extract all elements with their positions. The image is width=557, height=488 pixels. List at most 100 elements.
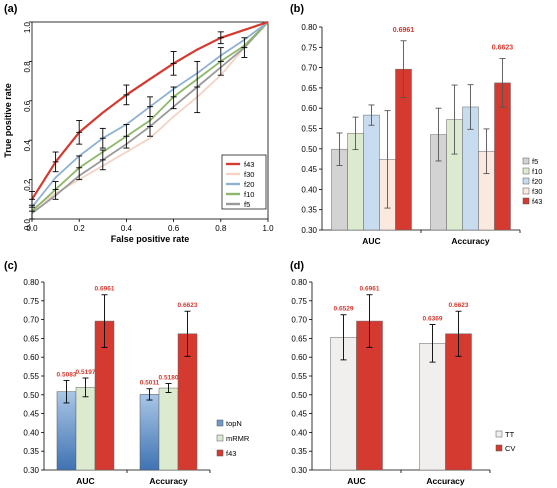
legend-label-f30: f30 <box>244 170 254 179</box>
y-tick-label: 0.4 <box>23 140 32 152</box>
x-tick-label: 0.4 <box>121 224 133 233</box>
legend-label-f20: f20 <box>532 177 542 186</box>
legend-swatch-TT <box>495 430 503 438</box>
y-tick-label: 1.0 <box>23 21 32 33</box>
value-label: 0.6961 <box>95 286 115 293</box>
panel-label: (c) <box>4 260 18 272</box>
legend-label-f43: f43 <box>244 160 254 169</box>
bar-topN <box>139 394 160 471</box>
y-tick-label: 0.30 <box>23 466 39 475</box>
value-label: 0.6623 <box>492 45 514 52</box>
y-tick-label: 0.45 <box>291 410 307 419</box>
y-tick-label: 0.0 <box>23 218 32 230</box>
category-label: Accuracy <box>149 476 188 486</box>
value-label: 0.5180 <box>159 375 179 382</box>
panel-label: (d) <box>290 260 304 272</box>
legend-label-topN: topN <box>226 419 242 428</box>
category-label: Accuracy <box>451 236 490 246</box>
x-tick-label: 0.6 <box>168 224 180 233</box>
y-tick-label: 0.65 <box>23 334 39 343</box>
x-axis-label: False positive rate <box>111 234 190 244</box>
legend-label-f5: f5 <box>532 157 538 166</box>
legend-label-mRMR: mRMR <box>226 434 250 443</box>
y-tick-label: 0.80 <box>23 278 39 287</box>
legend-swatch-f5 <box>522 157 530 165</box>
y-tick-label: 0.40 <box>301 185 317 194</box>
bar-TT <box>419 343 446 471</box>
y-tick-label: 0.70 <box>23 316 39 325</box>
legend-label-f43: f43 <box>226 449 236 458</box>
panel-label: (a) <box>4 3 18 15</box>
value-label: 0.6961 <box>393 27 415 34</box>
value-label: 0.6623 <box>178 302 198 309</box>
legend-label-CV: CV <box>505 444 515 453</box>
legend-label-f10: f10 <box>244 190 254 199</box>
value-label: 0.6961 <box>360 286 380 293</box>
y-tick-label: 0.60 <box>291 353 307 362</box>
y-tick-label: 0.60 <box>301 104 317 113</box>
panel-label: (b) <box>290 3 304 15</box>
y-tick-label: 0.2 <box>23 179 32 191</box>
legend-label-f5: f5 <box>244 200 250 209</box>
y-tick-label: 0.45 <box>23 410 39 419</box>
panel-b: (b) 0.30 0.35 0.40 0.45 0.50 0.55 0.60 0.65 0.70 0… <box>290 3 542 246</box>
roc-line-f43 <box>31 20 269 200</box>
bar-mRMR <box>158 387 179 471</box>
y-tick-label: 0.75 <box>291 297 307 306</box>
category-label: AUC <box>347 476 365 486</box>
value-label: 0.6623 <box>449 302 469 309</box>
y-tick-label: 0.80 <box>301 23 317 32</box>
y-tick-label: 0.75 <box>301 43 317 52</box>
y-tick-label: 0.65 <box>291 334 307 343</box>
y-tick-label: 0.55 <box>291 372 307 381</box>
legend-swatch-f43 <box>216 449 224 457</box>
legend-swatch-topN <box>216 419 224 427</box>
y-tick-label: 0.80 <box>291 278 307 287</box>
y-tick-label: 0.60 <box>23 353 39 362</box>
y-tick-label: 0.8 <box>23 61 32 73</box>
legend-swatch-CV <box>495 444 503 452</box>
x-tick-label: 1.0 <box>262 224 274 233</box>
y-tick-label: 0.6 <box>23 100 32 112</box>
y-tick-label: 0.40 <box>291 428 307 437</box>
value-label: 0.6529 <box>334 306 354 313</box>
y-tick-label: 0.55 <box>23 372 39 381</box>
bar-f20 <box>363 114 380 231</box>
value-label: 0.5197 <box>76 369 96 376</box>
category-label: Accuracy <box>426 476 465 486</box>
y-tick-label: 0.35 <box>23 447 39 456</box>
bar-topN <box>56 391 77 471</box>
legend-swatch-f20 <box>522 177 530 185</box>
y-tick-label: 0.70 <box>291 316 307 325</box>
legend-label-TT: TT <box>505 430 515 439</box>
roc-line-f30 <box>31 21 269 210</box>
panel-a: (a) 0.0 0.2 0.4 0.6 0.8 1.0 0.0 0.2 0.4 0.6 0.8 1.0 F… <box>3 3 274 244</box>
legend-swatch-mRMR <box>216 434 224 442</box>
y-tick-label: 0.50 <box>301 145 317 154</box>
value-label: 0.5083 <box>57 371 77 378</box>
y-tick-label: 0.35 <box>301 206 317 215</box>
panel-d: (d) 0.30 0.35 0.40 0.45 0.50 0.55 0.60 0.65 0.70 0… <box>290 260 515 486</box>
x-tick-label: 0.8 <box>215 224 227 233</box>
y-tick-label: 0.70 <box>301 64 317 73</box>
legend-swatch-f43 <box>522 197 530 205</box>
y-tick-label: 0.50 <box>291 391 307 400</box>
legend-label-f20: f20 <box>244 180 254 189</box>
legend-swatch-f10 <box>522 167 530 175</box>
legend-label-f10: f10 <box>532 167 542 176</box>
x-tick-label: 0.0 <box>26 224 38 233</box>
category-label: AUC <box>76 476 94 486</box>
y-tick-label: 0.65 <box>301 84 317 93</box>
y-tick-label: 0.30 <box>301 226 317 235</box>
panel-c: (c) 0.30 0.35 0.40 0.45 0.50 0.55 0.60 0.65 0.70 0… <box>4 260 250 486</box>
y-tick-label: 0.50 <box>23 391 39 400</box>
value-label: 0.5011 <box>140 380 160 387</box>
value-label: 0.6369 <box>423 316 443 323</box>
x-tick-label: 0.2 <box>74 224 86 233</box>
bar-mRMR <box>75 387 96 471</box>
y-tick-label: 0.40 <box>23 428 39 437</box>
y-tick-label: 0.45 <box>301 165 317 174</box>
y-tick-label: 0.75 <box>23 297 39 306</box>
legend-label-f30: f30 <box>532 187 542 196</box>
